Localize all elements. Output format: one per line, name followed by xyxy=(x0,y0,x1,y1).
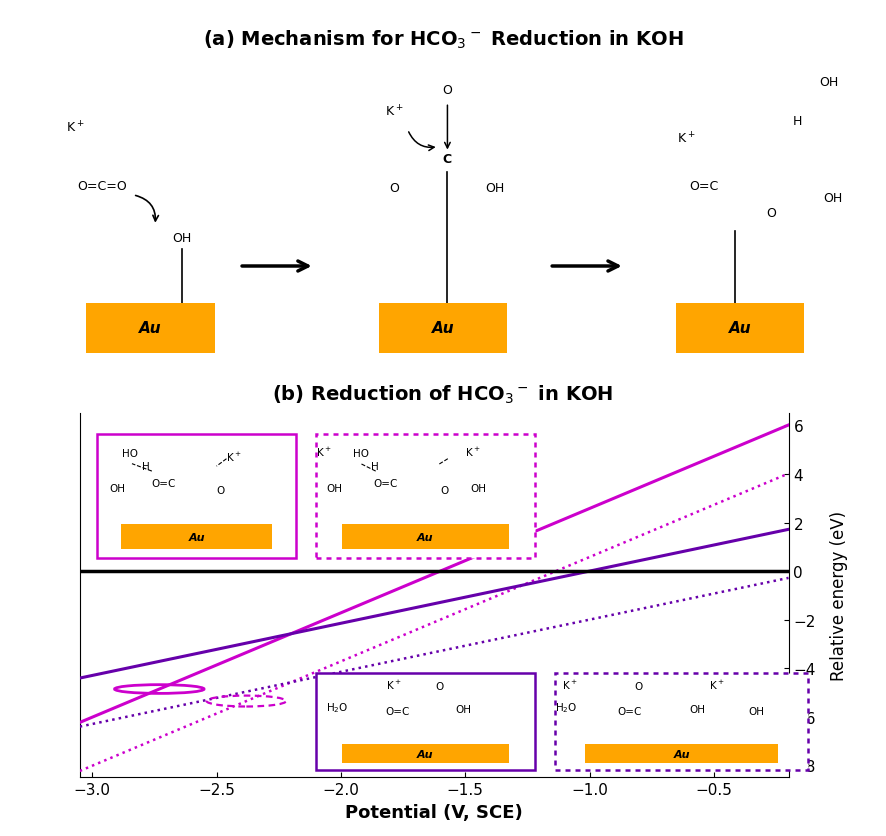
Text: Au: Au xyxy=(189,532,205,542)
Text: K$^+$: K$^+$ xyxy=(465,446,481,459)
Y-axis label: Relative energy (eV): Relative energy (eV) xyxy=(830,511,848,681)
Bar xyxy=(585,744,778,763)
Text: O: O xyxy=(435,681,444,691)
Text: H: H xyxy=(370,461,378,471)
Text: OH: OH xyxy=(470,483,486,493)
Text: O: O xyxy=(442,84,453,97)
Text: C: C xyxy=(443,153,452,166)
Text: (a) Mechanism for HCO$_3$$^-$ Reduction in KOH: (a) Mechanism for HCO$_3$$^-$ Reduction … xyxy=(203,28,683,50)
Text: O: O xyxy=(440,486,448,496)
Text: K$^+$: K$^+$ xyxy=(709,678,725,691)
Bar xyxy=(121,525,272,549)
Text: Au: Au xyxy=(728,321,751,336)
Bar xyxy=(97,435,296,558)
Text: H$_2$O: H$_2$O xyxy=(555,700,577,714)
Text: O: O xyxy=(766,206,776,220)
Bar xyxy=(316,435,535,558)
Bar xyxy=(342,744,509,763)
Text: K$^+$: K$^+$ xyxy=(563,678,578,691)
Text: K$^+$: K$^+$ xyxy=(385,678,401,691)
Text: Au: Au xyxy=(139,321,162,336)
Text: OH: OH xyxy=(110,483,126,493)
Bar xyxy=(555,673,808,770)
Text: K$^+$: K$^+$ xyxy=(227,451,242,464)
FancyBboxPatch shape xyxy=(675,303,804,353)
Text: HO: HO xyxy=(354,449,369,459)
Text: OH: OH xyxy=(749,706,765,716)
Text: OH: OH xyxy=(455,704,471,714)
Text: O=C: O=C xyxy=(689,180,719,193)
Text: H: H xyxy=(793,115,802,127)
Text: O=C: O=C xyxy=(373,478,398,488)
Text: HO: HO xyxy=(122,449,138,459)
Text: K$^+$: K$^+$ xyxy=(66,120,84,135)
FancyBboxPatch shape xyxy=(378,303,507,353)
Text: H: H xyxy=(142,461,150,471)
Text: OH: OH xyxy=(172,232,191,245)
Text: O: O xyxy=(216,486,225,496)
Text: OH: OH xyxy=(819,76,838,89)
Text: O=C: O=C xyxy=(152,478,176,488)
Text: OH: OH xyxy=(689,704,705,714)
Text: OH: OH xyxy=(326,483,342,493)
Text: O: O xyxy=(389,181,400,195)
Text: OH: OH xyxy=(485,181,504,195)
Text: H$_2$O: H$_2$O xyxy=(326,700,348,714)
Text: K$^+$: K$^+$ xyxy=(316,446,331,459)
Bar xyxy=(316,673,535,770)
Text: Au: Au xyxy=(417,532,433,542)
Text: Au: Au xyxy=(417,749,433,759)
Bar xyxy=(342,525,509,549)
Text: O=C: O=C xyxy=(617,706,641,716)
Text: O=C=O: O=C=O xyxy=(77,180,127,193)
X-axis label: Potential (V, SCE): Potential (V, SCE) xyxy=(346,803,523,821)
Text: (b) Reduction of HCO$_3$$^-$ in KOH: (b) Reduction of HCO$_3$$^-$ in KOH xyxy=(272,383,614,405)
FancyBboxPatch shape xyxy=(87,303,214,353)
Text: Au: Au xyxy=(673,749,690,759)
Text: K$^+$: K$^+$ xyxy=(678,131,696,146)
Text: K$^+$: K$^+$ xyxy=(385,104,403,120)
Text: O: O xyxy=(634,681,642,691)
Text: OH: OH xyxy=(823,191,843,204)
Text: Au: Au xyxy=(431,321,455,336)
Text: O=C: O=C xyxy=(385,706,410,716)
